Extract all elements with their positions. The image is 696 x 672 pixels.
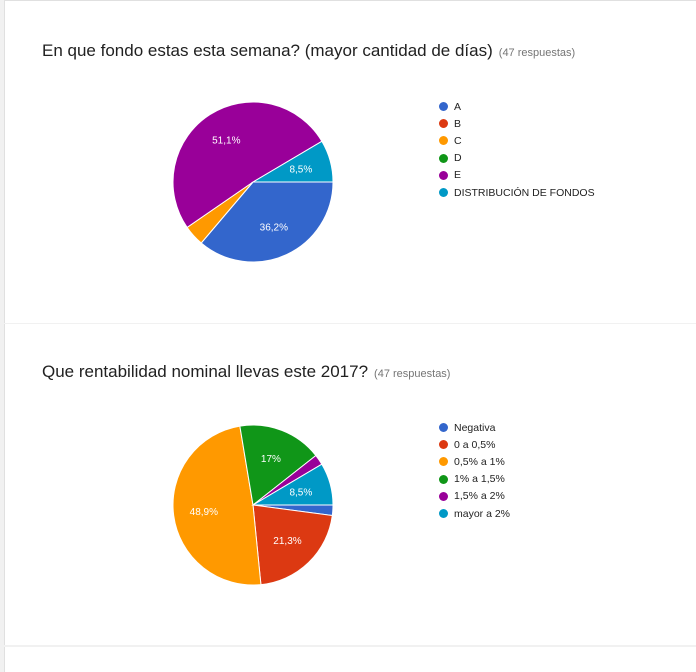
- pie-chart-fondo: 36,2% 51,1% 8,5%: [172, 101, 334, 263]
- legend-label: 0,5% a 1%: [454, 455, 505, 468]
- slice-label: 8,5%: [289, 487, 312, 498]
- legend-item[interactable]: B: [439, 115, 595, 132]
- question-title-text: Que rentabilidad nominal llevas este 201…: [42, 362, 369, 381]
- legend-label: 1% a 1,5%: [454, 473, 505, 486]
- slice-label: 48,9%: [190, 507, 218, 518]
- pie-slice[interactable]: [172, 425, 262, 586]
- pie-slice[interactable]: [252, 504, 333, 586]
- legend-label: mayor a 2%: [454, 507, 511, 520]
- slice-label: 21,3%: [273, 536, 301, 547]
- question-title: En que fondo estas esta semana? (mayor c…: [42, 41, 575, 61]
- question-card-fondo: En que fondo estas esta semana? (mayor c…: [4, 0, 696, 323]
- legend-item[interactable]: 0,5% a 1%: [439, 453, 510, 470]
- legend-item[interactable]: 1% a 1,5%: [439, 471, 510, 488]
- legend-rentabilidad: Negativa 0 a 0,5% 0,5% a 1% 1% a 1,5% 1,5% a…: [439, 419, 510, 522]
- response-count: (47 respuestas): [374, 368, 451, 380]
- slice-label: 8,5%: [289, 164, 312, 175]
- legend-item[interactable]: A: [439, 98, 595, 115]
- response-count: (47 respuestas): [498, 47, 576, 59]
- legend-label: DISTRIBUCIÓN DE FONDOS: [454, 186, 595, 199]
- legend-label: A: [454, 100, 462, 113]
- legend-item[interactable]: mayor a 2%: [439, 505, 510, 522]
- legend-fondo: A B C D E DISTRIBUCIÓN DE FONDOS: [439, 98, 595, 201]
- legend-label: D: [454, 152, 462, 165]
- legend-dot-icon: [439, 153, 448, 163]
- legend-dot-icon: [439, 170, 448, 180]
- legend-dot-icon: [439, 440, 448, 450]
- legend-item[interactable]: C: [439, 132, 595, 149]
- pie-slice[interactable]: [172, 101, 323, 229]
- legend-dot-icon: [439, 423, 448, 433]
- legend-item[interactable]: 1,5% a 2%: [439, 488, 510, 505]
- pie-slice[interactable]: [239, 424, 317, 506]
- pie-slice[interactable]: [251, 140, 334, 183]
- legend-dot-icon: [439, 188, 448, 198]
- legend-item[interactable]: E: [439, 167, 595, 184]
- legend-label: 0 a 0,5%: [454, 438, 496, 451]
- slice-label: 17%: [261, 454, 281, 465]
- pie-slice[interactable]: [200, 181, 334, 263]
- slice-label: 36,2%: [260, 223, 288, 234]
- legend-label: B: [454, 117, 462, 130]
- question-title: Que rentabilidad nominal llevas este 201…: [42, 362, 450, 382]
- slice-label: 51,1%: [212, 136, 240, 147]
- legend-dot-icon: [439, 102, 448, 112]
- legend-dot-icon: [439, 474, 448, 484]
- legend-item[interactable]: Negativa: [439, 419, 510, 436]
- question-card-rentabilidad: Que rentabilidad nominal llevas este 201…: [4, 324, 696, 645]
- legend-item[interactable]: DISTRIBUCIÓN DE FONDOS: [439, 184, 595, 201]
- legend-label: 1,5% a 2%: [454, 490, 505, 503]
- legend-dot-icon: [439, 509, 448, 519]
- legend-item[interactable]: 0 a 0,5%: [439, 436, 510, 453]
- question-title-text: En que fondo estas esta semana? (mayor c…: [42, 41, 493, 60]
- pie-slice[interactable]: [251, 463, 334, 506]
- legend-dot-icon: [439, 457, 448, 467]
- legend-label: E: [454, 169, 462, 182]
- pie-chart-rentabilidad: 21,3% 48,9% 17% 8,5%: [172, 424, 334, 586]
- legend-dot-icon: [439, 491, 448, 501]
- legend-dot-icon: [439, 136, 448, 146]
- legend-item[interactable]: D: [439, 150, 595, 167]
- legend-dot-icon: [439, 119, 448, 129]
- legend-label: C: [454, 134, 462, 147]
- question-card-next: [4, 647, 696, 672]
- legend-label: Negativa: [454, 421, 496, 434]
